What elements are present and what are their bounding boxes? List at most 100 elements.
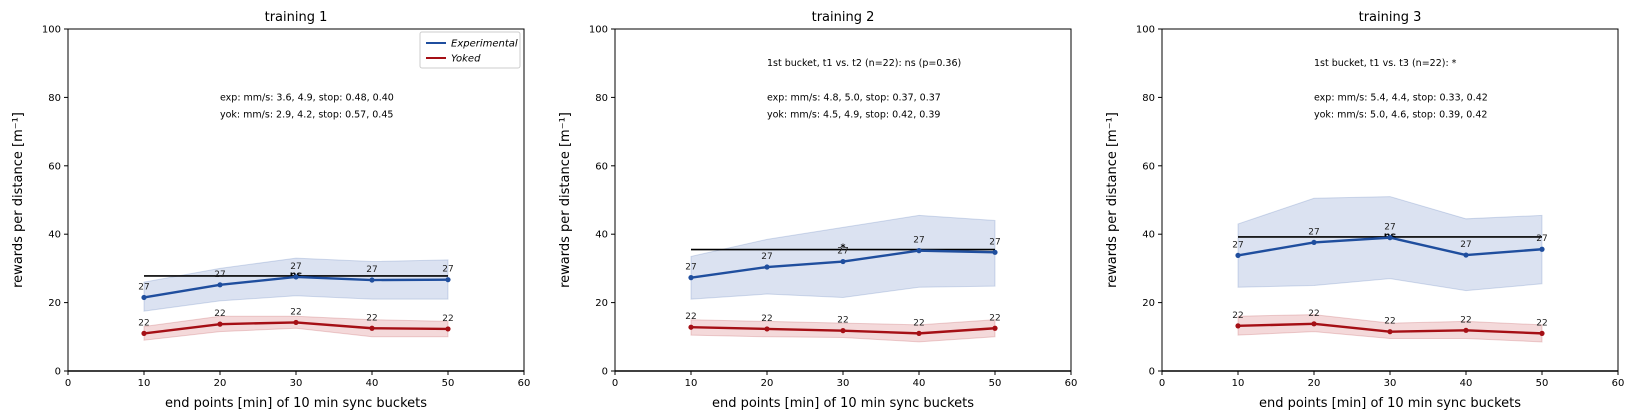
y-tick-label: 60 [1142, 161, 1155, 172]
legend-label: Experimental [451, 39, 518, 50]
data-point-yoked [992, 325, 998, 331]
y-tick-label: 80 [48, 93, 61, 104]
y-tick-label: 60 [595, 161, 608, 172]
data-point-experimental [1235, 252, 1241, 259]
y-tick-label: 40 [48, 230, 61, 241]
confidence-band-experimental [1237, 196, 1543, 292]
x-tick-label: 10 [138, 378, 151, 389]
x-tick-label: 30 [290, 378, 303, 389]
sample-size-label: 27 [685, 263, 696, 273]
y-tick-label: 40 [1142, 230, 1155, 241]
confidence-band-experimental [143, 257, 449, 312]
sample-size-label: 22 [1536, 318, 1547, 328]
x-axis-label: end points [min] of 10 min sync buckets [165, 396, 427, 411]
sample-size-label: 27 [1460, 240, 1471, 250]
y-tick-label: 0 [1149, 367, 1155, 378]
y-axis-label: rewards per distance [m⁻¹] [558, 112, 573, 288]
x-tick-label: 50 [989, 378, 1002, 389]
sample-size-label: 27 [366, 265, 377, 275]
data-point-experimental [1387, 235, 1393, 241]
sample-size-label: 27 [837, 247, 848, 257]
data-point-yoked [141, 330, 147, 336]
sample-size-label: 22 [837, 316, 848, 326]
x-tick-label: 10 [685, 378, 698, 389]
annotation-text: yok: mm/s: 4.5, 4.9, stop: 0.42, 0.39 [767, 110, 940, 121]
sample-size-label: 22 [1232, 311, 1243, 321]
data-point-yoked [1463, 327, 1469, 333]
sample-size-label: 27 [1308, 227, 1319, 237]
annotation-text: 1st bucket, t1 vs. t2 (n=22): ns (p=0.36… [767, 58, 961, 69]
x-tick-label: 60 [1612, 378, 1625, 389]
data-point-experimental [141, 294, 147, 301]
data-point-experimental [217, 282, 223, 288]
legend: Experimental Yoked [419, 31, 521, 69]
sample-size-label: 27 [442, 265, 453, 275]
y-tick-label: 0 [55, 367, 61, 378]
sample-size-label: 22 [989, 313, 1000, 323]
confidence-band-experimental [690, 214, 996, 300]
annotation-text: exp: mm/s: 3.6, 4.9, stop: 0.48, 0.40 [220, 92, 394, 103]
annotation-text: exp: mm/s: 4.8, 5.0, stop: 0.37, 0.37 [767, 92, 941, 103]
y-tick-label: 100 [589, 25, 608, 36]
data-point-yoked [916, 330, 922, 336]
sample-size-label: 27 [761, 252, 772, 262]
x-tick-label: 20 [1308, 378, 1321, 389]
annotation-text: yok: mm/s: 5.0, 4.6, stop: 0.39, 0.42 [1314, 110, 1487, 121]
data-point-yoked [1387, 329, 1393, 335]
data-point-experimental [764, 264, 770, 270]
data-point-experimental [1539, 246, 1545, 252]
chart-panel-1: training 1ns27272727272222222222exp: mm/… [11, 10, 530, 411]
data-point-yoked [1539, 330, 1545, 336]
sample-size-label: 22 [1308, 309, 1319, 319]
data-point-yoked [840, 328, 846, 334]
sample-size-label: 22 [685, 312, 696, 322]
annotation-text: yok: mm/s: 2.9, 4.2, stop: 0.57, 0.45 [220, 110, 393, 121]
sample-size-label: 22 [290, 307, 301, 317]
sample-size-label: 27 [138, 282, 149, 292]
sample-size-label: 22 [214, 309, 225, 319]
sample-size-label: 22 [442, 314, 453, 324]
x-tick-label: 60 [1065, 378, 1078, 389]
data-point-yoked [1311, 321, 1317, 327]
sample-size-label: 22 [1384, 317, 1395, 327]
x-tick-label: 20 [761, 378, 774, 389]
data-point-yoked [1235, 323, 1241, 329]
data-point-experimental [688, 275, 694, 281]
y-tick-label: 40 [595, 230, 608, 241]
data-point-experimental [445, 277, 451, 283]
y-tick-label: 20 [1142, 298, 1155, 309]
sample-size-label: 22 [761, 314, 772, 324]
sample-size-label: 27 [1232, 240, 1243, 250]
x-tick-label: 40 [366, 378, 379, 389]
data-point-experimental [992, 249, 998, 255]
data-point-yoked [445, 326, 451, 332]
data-point-yoked [217, 321, 223, 327]
y-tick-label: 80 [595, 93, 608, 104]
sample-size-label: 27 [913, 236, 924, 246]
y-tick-label: 100 [42, 25, 61, 36]
sample-size-label: 27 [290, 262, 301, 272]
x-tick-label: 30 [1384, 378, 1397, 389]
x-tick-label: 50 [1536, 378, 1549, 389]
sample-size-label: 22 [138, 318, 149, 328]
data-point-experimental [916, 248, 922, 254]
y-tick-label: 80 [1142, 93, 1155, 104]
y-tick-label: 60 [48, 161, 61, 172]
legend-label: Yoked [451, 54, 481, 65]
chart-title: training 1 [265, 10, 328, 25]
data-point-yoked [293, 319, 299, 326]
x-tick-label: 60 [518, 378, 531, 389]
sample-size-label: 27 [1536, 234, 1547, 244]
annotation-text: 1st bucket, t1 vs. t3 (n=22): * [1314, 58, 1457, 69]
y-axis-label: rewards per distance [m⁻¹] [1105, 112, 1120, 288]
data-point-yoked [688, 324, 694, 330]
y-tick-label: 0 [602, 367, 608, 378]
data-point-experimental [369, 277, 375, 283]
sample-size-label: 27 [214, 270, 225, 280]
annotation-text: exp: mm/s: 5.4, 4.4, stop: 0.33, 0.42 [1314, 92, 1488, 103]
data-point-yoked [369, 325, 375, 331]
chart-title: training 3 [1359, 10, 1422, 25]
data-point-experimental [1311, 239, 1317, 246]
y-axis-label: rewards per distance [m⁻¹] [11, 112, 26, 288]
